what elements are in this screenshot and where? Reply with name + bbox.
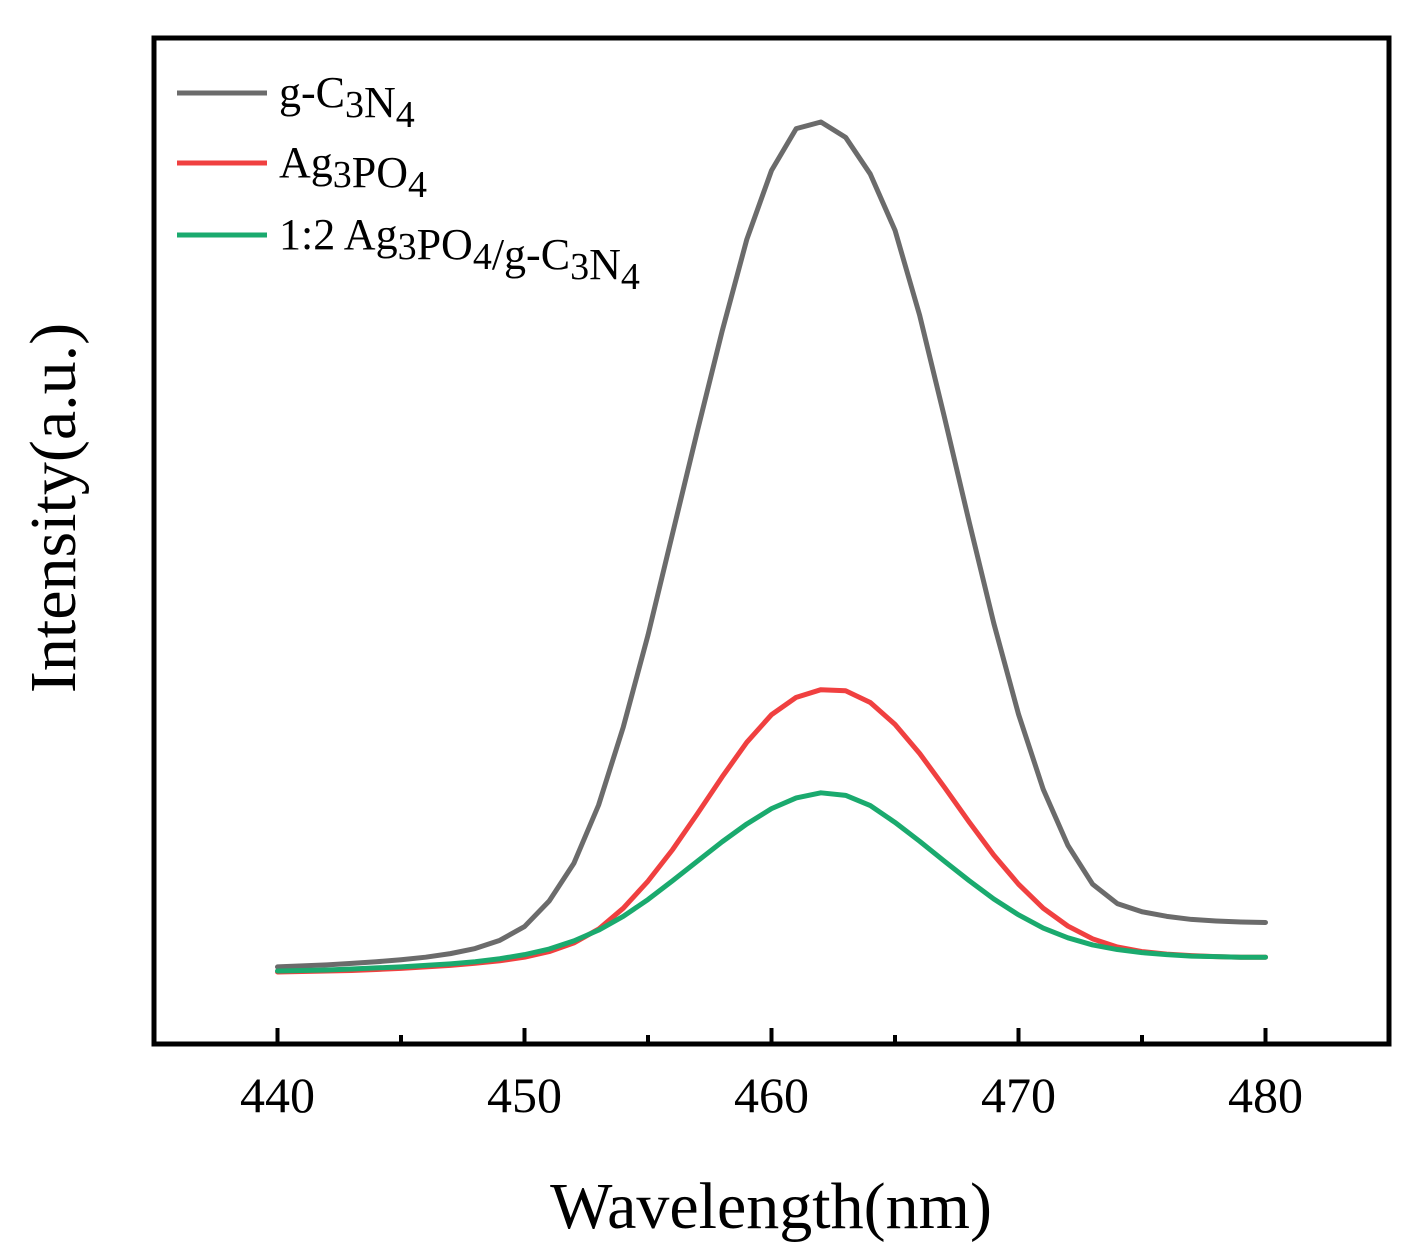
x-axis-ticks: 440 450 460 470 480 (240, 1028, 1303, 1123)
legend-label-2: Ag3PO4 (279, 138, 427, 206)
x-tick-label: 470 (981, 1067, 1056, 1123)
x-tick-label: 460 (734, 1067, 809, 1123)
legend-label-1: g-C3N4 (279, 68, 415, 136)
series-line-2 (275, 687, 1268, 975)
legend-label-3: 1:2 Ag3PO4/g-C3N4 (279, 210, 640, 298)
x-axis-title: Wavelength(nm) (550, 1170, 992, 1243)
x-tick-label: 480 (1228, 1067, 1303, 1123)
series-line-1 (275, 119, 1268, 970)
x-tick-label: 450 (487, 1067, 562, 1123)
x-tick-label: 440 (240, 1067, 315, 1123)
series-line-3 (275, 790, 1268, 974)
series-layer (275, 119, 1268, 975)
y-axis-title: Intensity(a.u.) (17, 323, 90, 693)
